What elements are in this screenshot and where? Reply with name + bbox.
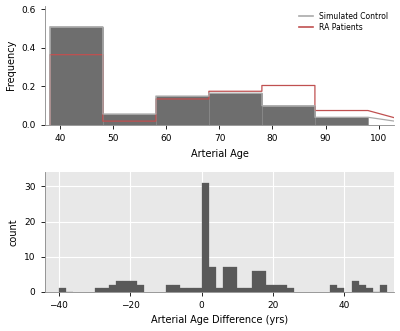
Bar	[216, 288, 223, 292]
Bar	[166, 285, 173, 292]
Bar	[366, 288, 373, 292]
Bar	[273, 285, 280, 292]
Bar	[103, 114, 156, 125]
Bar	[187, 288, 194, 292]
Bar	[180, 288, 187, 292]
Bar	[244, 288, 252, 292]
Y-axis label: Frequency: Frequency	[6, 40, 16, 90]
Bar	[230, 267, 237, 292]
Bar	[359, 285, 366, 292]
Bar	[123, 281, 130, 292]
Bar	[237, 288, 244, 292]
Bar	[223, 267, 230, 292]
Bar	[209, 267, 216, 292]
Bar	[330, 285, 337, 292]
Bar	[315, 117, 368, 125]
Bar	[94, 288, 102, 292]
Bar	[194, 288, 202, 292]
X-axis label: Arterial Age Difference (yrs): Arterial Age Difference (yrs)	[151, 315, 288, 325]
Bar	[137, 285, 144, 292]
Bar	[337, 288, 344, 292]
Bar	[130, 281, 137, 292]
Bar	[266, 285, 273, 292]
Bar	[209, 93, 262, 125]
Bar	[380, 285, 387, 292]
Bar	[259, 271, 266, 292]
Bar	[173, 285, 180, 292]
Bar	[202, 183, 209, 292]
X-axis label: Arterial Age: Arterial Age	[190, 149, 248, 159]
Y-axis label: count: count	[8, 218, 18, 246]
Bar	[280, 285, 287, 292]
Bar	[102, 288, 109, 292]
Bar	[156, 96, 209, 125]
Bar	[252, 271, 259, 292]
Bar	[287, 288, 294, 292]
Bar	[262, 106, 315, 125]
Bar	[59, 288, 66, 292]
Legend: Simulated Control, RA Patients: Simulated Control, RA Patients	[297, 9, 391, 34]
Bar	[50, 27, 103, 125]
Bar	[352, 281, 359, 292]
Bar	[109, 285, 116, 292]
Bar	[116, 281, 123, 292]
